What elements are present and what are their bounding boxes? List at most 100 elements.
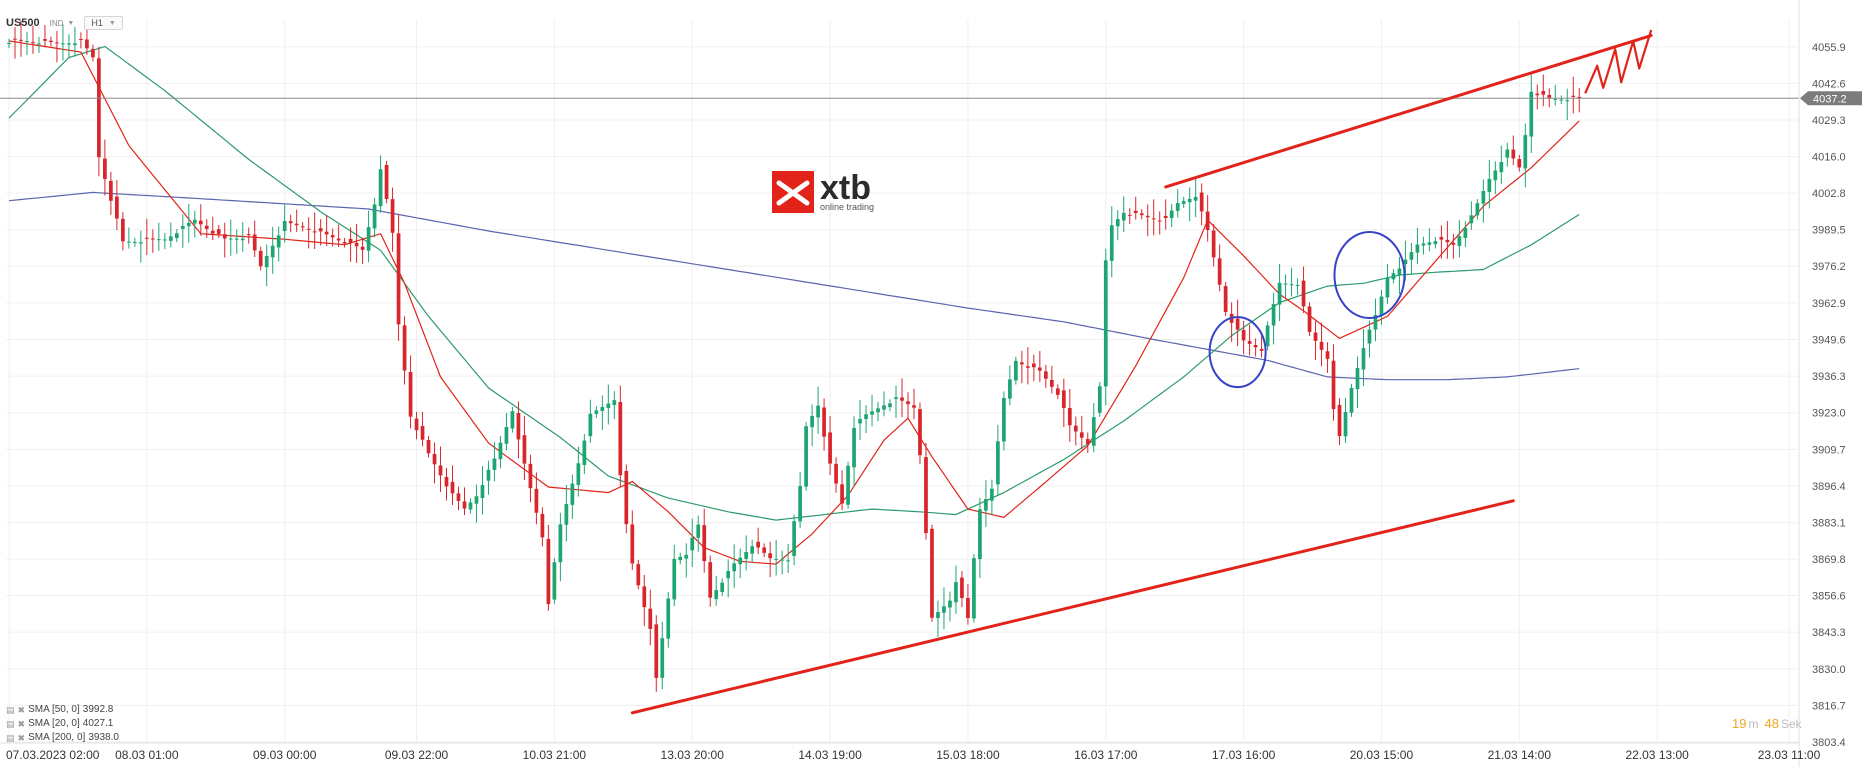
candle-body — [1379, 296, 1384, 316]
legend-sma-200[interactable]: ▤ ✖ SMA [200, 0] 3938.0 — [6, 731, 119, 745]
candle-body — [462, 501, 467, 509]
candle-body — [864, 414, 868, 420]
candle-body — [7, 42, 11, 45]
candle-body — [564, 504, 569, 525]
candle-body — [1313, 332, 1318, 341]
candle-body — [1565, 100, 1570, 102]
candle-body — [324, 231, 329, 235]
highlight-circle-1[interactable] — [1208, 316, 1267, 389]
close-icon[interactable]: ✖ — [17, 719, 26, 729]
candle-body — [1475, 203, 1480, 216]
candle-body — [1463, 227, 1468, 238]
candle-body — [882, 405, 886, 410]
lower-channel-line[interactable] — [630, 499, 1515, 715]
candle-body — [750, 546, 755, 554]
candle-body — [666, 598, 671, 639]
candle-body — [1409, 252, 1414, 260]
candle-body — [330, 235, 335, 238]
candle-body — [1139, 213, 1144, 216]
candle-body — [1283, 283, 1288, 285]
candle-body — [1217, 258, 1222, 285]
legend-sma-20[interactable]: ▤ ✖ SMA [20, 0] 4027.1 — [6, 717, 119, 731]
candle-body — [690, 537, 695, 551]
logo-x-shape — [776, 180, 810, 206]
candle-body — [1151, 218, 1156, 220]
candle-body — [1187, 198, 1192, 203]
candle-body — [1199, 192, 1204, 212]
settings-icon[interactable]: ▤ — [6, 719, 15, 729]
candle-body — [1163, 215, 1168, 219]
candle-body — [1517, 159, 1522, 168]
candle-body — [1391, 273, 1396, 280]
candle-body — [768, 553, 773, 559]
candle-body — [174, 233, 179, 239]
candle-body — [144, 237, 149, 239]
time-tick-label: 21.03 14:00 — [1488, 748, 1552, 762]
candle-body — [792, 521, 796, 556]
current-price-label: 4037.2 — [1813, 93, 1847, 105]
candle-body — [1169, 210, 1174, 219]
candle-body — [1145, 215, 1150, 218]
candle-body — [378, 169, 383, 207]
candle-body — [906, 401, 910, 405]
candle-body — [1211, 230, 1216, 258]
close-icon[interactable]: ✖ — [17, 733, 26, 743]
upper-channel-line[interactable] — [1164, 34, 1653, 189]
candle-body — [168, 236, 173, 241]
candle-body — [1427, 242, 1432, 245]
candle-body — [1397, 268, 1402, 275]
price-tick-label: 3816.7 — [1812, 700, 1846, 712]
candle-body — [1085, 439, 1090, 444]
candle-body — [546, 538, 551, 605]
candle-body — [1079, 432, 1084, 438]
candle-body — [948, 600, 952, 608]
settings-icon[interactable]: ▤ — [6, 733, 15, 743]
candle-body — [19, 39, 23, 41]
candle-body — [1295, 284, 1300, 287]
annotations-layer: 4037.2 — [0, 29, 1862, 715]
candle-body — [1559, 99, 1564, 101]
candle-body — [1577, 96, 1582, 99]
instrument-type[interactable]: IND ▼ — [50, 19, 75, 28]
candle-body — [624, 470, 629, 525]
legend-sma-50[interactable]: ▤ ✖ SMA [50, 0] 3992.8 — [6, 703, 119, 717]
highlight-circle-2[interactable] — [1333, 231, 1406, 320]
price-tick-label: 4055.9 — [1812, 42, 1846, 54]
candle-body — [996, 441, 1000, 485]
candle-body — [1511, 149, 1516, 159]
sma-200-line[interactable] — [8, 191, 1580, 381]
candle-body — [1349, 387, 1354, 413]
candle-body — [1002, 397, 1006, 442]
candle-body — [654, 624, 659, 678]
candle-body — [186, 222, 191, 227]
candle-body — [342, 242, 347, 244]
candle-body — [1355, 368, 1360, 390]
candle-body — [1067, 408, 1072, 426]
candle-body — [420, 425, 425, 440]
time-axis: 07.03.2023 02:00 08.03 01:00 09.03 00:00 09… — [0, 742, 1821, 762]
candle-body — [966, 598, 970, 618]
candle-body — [252, 234, 257, 251]
candle-body — [294, 223, 299, 226]
candle-body — [354, 242, 359, 247]
zigzag-projection[interactable] — [1584, 29, 1653, 94]
settings-icon[interactable]: ▤ — [6, 705, 15, 715]
close-icon[interactable]: ✖ — [17, 705, 26, 715]
candle-body — [810, 415, 814, 428]
candle-body — [480, 485, 485, 499]
price-tick-label: 3962.9 — [1812, 298, 1846, 310]
candle-body — [1043, 371, 1048, 379]
legend-sma-200-label: SMA [200, 0] — [28, 732, 86, 743]
countdown-minutes: 19 — [1732, 716, 1747, 731]
price-tick-label: 3869.8 — [1812, 554, 1846, 566]
candle-body — [684, 554, 689, 559]
candle-body — [678, 556, 683, 561]
symbol-label[interactable]: US500 — [6, 17, 40, 29]
chevron-down-icon: ▼ — [108, 19, 116, 27]
candle-body — [444, 476, 449, 487]
time-tick-label: 20.03 15:00 — [1350, 748, 1414, 762]
candle-body — [366, 227, 371, 251]
timeframe-selector[interactable]: H1 ▼ — [84, 16, 123, 30]
